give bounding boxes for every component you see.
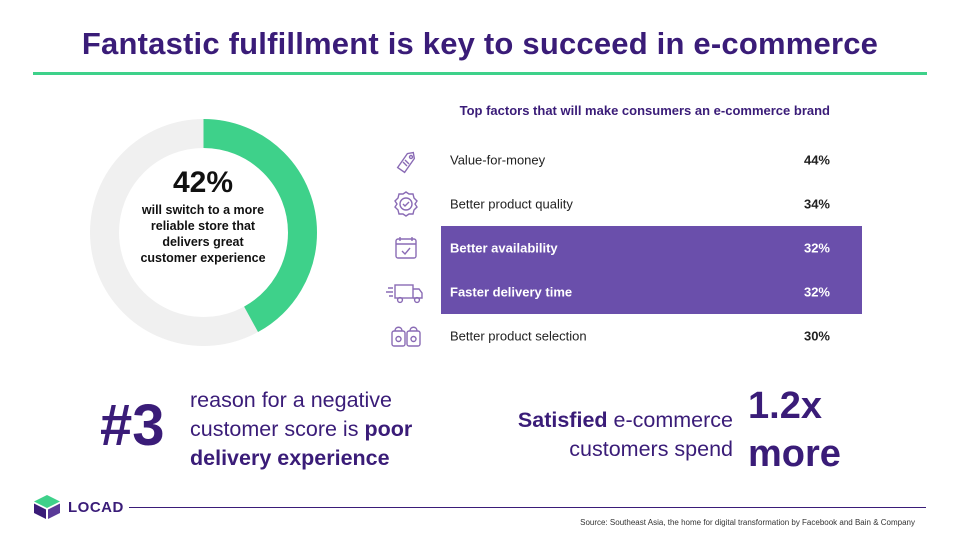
delivery-truck-icon <box>386 284 423 304</box>
shopping-bags-icon <box>391 326 421 347</box>
spend-text: Satisfied e-commerce customers spend <box>490 406 733 464</box>
donut-label: 42% will switch to a more reliable store… <box>140 166 266 266</box>
reason-text-bold: poor delivery experience <box>190 417 413 470</box>
reason-text: reason for a negative customer score is … <box>190 386 450 473</box>
donut-chart <box>90 119 317 346</box>
factor-row-highlighted: Faster delivery time 32% <box>441 270 862 314</box>
donut-percent: 42% <box>172 166 234 199</box>
factor-row: Better product quality 34% <box>441 182 862 226</box>
page-title: Fantastic fulfillment is key to succeed … <box>81 26 879 61</box>
factor-label: Better availability <box>450 240 558 256</box>
title-divider <box>33 72 927 75</box>
donut-caption: will switch to a more reliable store tha… <box>140 203 266 265</box>
factor-label: Value-for-money <box>450 152 546 168</box>
calendar-check-icon <box>395 237 417 259</box>
spend-text-bold: Satisfied <box>517 408 608 432</box>
factor-label: Better product selection <box>450 328 587 344</box>
price-tag-icon <box>396 151 416 174</box>
factor-value: 32% <box>803 240 830 256</box>
factor-label: Better product quality <box>450 196 573 212</box>
brand-name: LOCAD <box>68 499 124 516</box>
factor-row: Value-for-money 44% <box>441 138 862 182</box>
factor-row: Better product selection 30% <box>441 314 862 358</box>
footer-divider <box>129 507 926 508</box>
quality-badge-icon <box>394 191 418 217</box>
reason-rank: #3 <box>100 393 165 458</box>
factor-label: Faster delivery time <box>450 284 573 300</box>
locad-logo-icon <box>34 495 60 519</box>
factor-value: 30% <box>803 328 830 344</box>
factors-heading: Top factors that will make consumers an … <box>459 103 830 118</box>
source-note: Source: Southeast Asia, the home for dig… <box>580 518 915 527</box>
spend-multiplier-word: more <box>748 433 841 475</box>
factor-value: 32% <box>803 284 830 300</box>
donut-value-arc <box>90 119 317 346</box>
spend-multiplier-value: 1.2x <box>748 385 822 427</box>
spend-text-plain: e-commerce customers spend <box>569 408 733 461</box>
reason-text-plain: reason for a negative customer score is <box>190 388 392 441</box>
factor-value: 34% <box>803 196 830 212</box>
factor-value: 44% <box>803 152 830 168</box>
spend-multiplier: 1.2x more <box>748 382 841 478</box>
factor-row-highlighted: Better availability 32% <box>441 226 862 270</box>
